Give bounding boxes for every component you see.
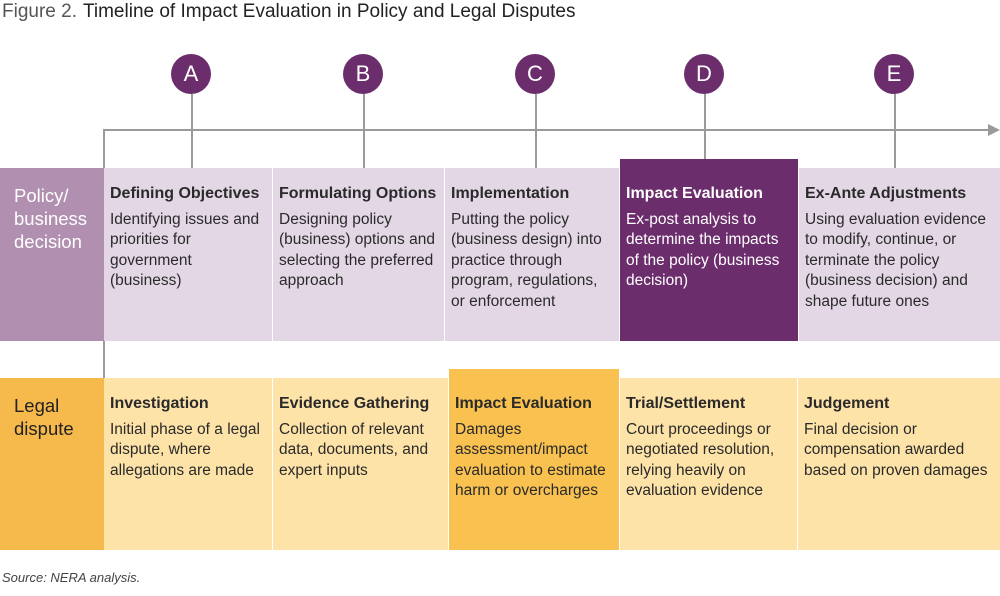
source-note: Source: NERA analysis. <box>2 570 141 585</box>
legal-stage-3: Impact Evaluation Damages assessment/impa… <box>449 369 619 550</box>
marker-a: A <box>171 54 211 94</box>
stage-description: Initial phase of a legal dispute, where … <box>110 420 260 479</box>
legal-stage-5: Judgement Final decision or compensation … <box>798 378 1000 550</box>
policy-stage-1: Defining Objectives Identifying issues an… <box>104 168 272 341</box>
stage-description: Damages assessment/impact evaluation to … <box>455 420 606 500</box>
stage-description: Final decision or compensation awarded b… <box>804 420 988 479</box>
stage-description: Using evaluation evidence to modify, con… <box>805 210 986 310</box>
timeline-axis <box>104 129 990 131</box>
stage-heading: Impact Evaluation <box>626 185 763 202</box>
stage-description: Ex-post analysis to determine the impact… <box>626 210 780 290</box>
stage-heading: Evidence Gathering <box>279 395 430 412</box>
marker-d: D <box>684 54 724 94</box>
marker-connector <box>704 94 706 168</box>
stage-heading: Trial/Settlement <box>626 395 746 412</box>
marker-connector <box>363 94 365 168</box>
marker-e: E <box>874 54 914 94</box>
marker-c: C <box>515 54 555 94</box>
stage-heading: Ex-Ante Adjustments <box>805 185 967 202</box>
stage-heading: Impact Evaluation <box>455 395 592 412</box>
policy-stage-4: Impact Evaluation Ex-post analysis to det… <box>620 159 798 341</box>
arrow-head-icon <box>988 124 1000 136</box>
policy-stage-5: Ex-Ante Adjustments Using evaluation evid… <box>799 168 1000 341</box>
figure-title: Figure 2. Timeline of Impact Evaluation i… <box>2 1 575 23</box>
stage-description: Putting the policy (business design) int… <box>451 210 602 310</box>
legal-row-label: Legal dispute <box>0 378 104 550</box>
stage-heading: Implementation <box>451 185 570 202</box>
marker-b: B <box>343 54 383 94</box>
marker-connector <box>191 94 193 168</box>
marker-connector <box>535 94 537 168</box>
legal-stage-2: Evidence Gathering Collection of relevant… <box>273 378 448 550</box>
stage-description: Designing policy (business) options and … <box>279 210 435 290</box>
title-text: Timeline of Impact Evaluation in Policy … <box>82 1 576 22</box>
figure-label: Figure 2. <box>2 1 77 22</box>
stage-description: Court proceedings or negotiated resoluti… <box>626 420 775 500</box>
stage-description: Identifying issues and priorities for go… <box>110 210 260 290</box>
marker-connector <box>894 94 896 168</box>
stage-heading: Investigation <box>110 395 209 412</box>
stage-heading: Defining Objectives <box>110 185 260 202</box>
legal-stage-1: Investigation Initial phase of a legal di… <box>104 378 272 550</box>
policy-stage-3: Implementation Putting the policy (busine… <box>445 168 619 341</box>
policy-stage-2: Formulating Options Designing policy (bus… <box>273 168 444 341</box>
policy-row-label: Policy/ business decision <box>0 168 104 341</box>
legal-stage-4: Trial/Settlement Court proceedings or neg… <box>620 378 797 550</box>
stage-heading: Judgement <box>804 395 890 412</box>
stage-description: Collection of relevant data, documents, … <box>279 420 429 479</box>
stage-heading: Formulating Options <box>279 185 437 202</box>
